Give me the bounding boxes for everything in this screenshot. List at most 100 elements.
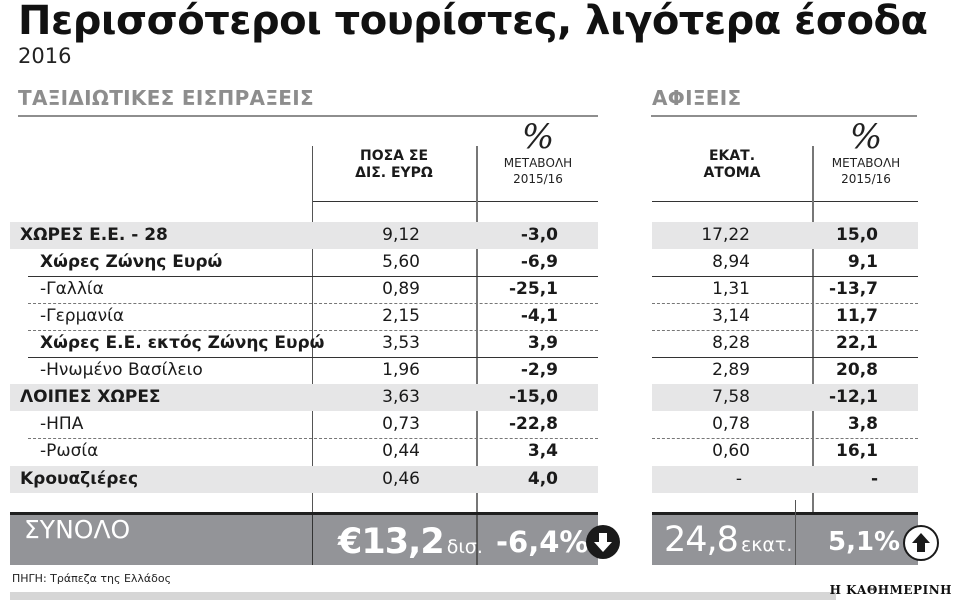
source-note: ΠΗΓΗ: Τράπεζα της Ελλάδος [12, 572, 172, 585]
arrivals-change: 15,0 [836, 225, 878, 245]
arrivals-middle-divider [812, 146, 814, 512]
receipts-change-header: % ΜΕΤΑΒΟΛΗ 2015/16 [478, 120, 598, 186]
row-label: -Ηνωμένο Βασίλειο [40, 360, 203, 380]
receipts-section-title: ΤΑΞΙΔΙΩΤΙΚΕΣ ΕΙΣΠΡΑΞΕΙΣ [18, 86, 314, 110]
arrivals-total-bar [652, 515, 918, 565]
row-shade [10, 384, 598, 411]
receipts-change-header-line1: ΜΕΤΑΒΟΛΗ [503, 156, 573, 170]
row-label: -ΗΠΑ [40, 414, 84, 434]
table-row: ΛΟΙΠΕΣ ΧΩΡΕΣ 3,63 -15,0 7,58 -12,1 [0, 384, 960, 411]
arrivals-total-change: 5,1% [828, 527, 901, 557]
receipts-value: 0,89 [382, 279, 420, 299]
receipts-change: -4,1 [520, 306, 558, 326]
receipts-total-value: €13,2 [338, 522, 445, 562]
arrivals-colhead-rule [652, 201, 918, 202]
receipts-value: 0,44 [382, 441, 420, 461]
arrivals-amount-header-line1: ΕΚΑΤ. [708, 148, 756, 164]
receipts-value: 2,15 [382, 306, 420, 326]
footer-bar [10, 592, 836, 600]
receipts-total-bar [10, 515, 598, 565]
table-row: -ΗΠΑ 0,73 -22,8 0,78 3,8 [0, 411, 960, 438]
row-separator [652, 357, 918, 358]
arrivals-change: -12,1 [829, 387, 878, 407]
arrivals-header-rule [651, 115, 917, 117]
row-label: Κρουαζιέρες [20, 469, 139, 489]
receipts-change: -22,8 [509, 414, 558, 434]
arrivals-value: - [735, 469, 742, 489]
arrivals-amount-header: ΕΚΑΤ. ΑΤΟΜΑ [652, 148, 812, 182]
row-label: -Ρωσία [40, 441, 99, 461]
arrow-down-circle-icon [586, 525, 620, 559]
total-divider [795, 500, 796, 565]
receipts-value: 5,60 [382, 252, 420, 272]
receipts-middle-divider [476, 146, 478, 512]
receipts-amount-header-line2: ΔΙΣ. ΕΥΡΩ [355, 165, 433, 181]
brand-logo: Η ΚΑΘΗΜΕΡΙΝΗ [829, 583, 952, 597]
row-shade [10, 466, 598, 493]
table-row: Κρουαζιέρες 0,46 4,0 - - [0, 466, 960, 493]
arrivals-amount-header-line2: ΑΤΟΜΑ [703, 165, 761, 181]
table-row: -Γερμανία 2,15 -4,1 3,14 11,7 [0, 303, 960, 330]
arrivals-change: 16,1 [836, 441, 878, 461]
arrivals-change: 20,8 [836, 360, 878, 380]
arrivals-total-value: 24,8 [664, 520, 739, 560]
total-top-rule [652, 512, 918, 516]
arrow-up-circle-icon [903, 525, 939, 561]
receipts-change: -3,0 [520, 225, 558, 245]
receipts-change: 4,0 [527, 469, 558, 489]
receipts-value: 0,46 [382, 469, 420, 489]
row-label: Χώρες Ζώνης Ευρώ [40, 252, 223, 272]
arrivals-value: 17,22 [701, 225, 750, 245]
receipts-change: -25,1 [509, 279, 558, 299]
total-divider [476, 515, 478, 565]
arrivals-change: 9,1 [847, 252, 878, 272]
page-title: Περισσότεροι τουρίστες, λιγότερα έσοδα [18, 0, 928, 44]
receipts-colhead-rule [312, 201, 598, 202]
row-separator [652, 276, 918, 277]
percent-symbol: % [521, 117, 555, 157]
row-shade [652, 466, 918, 493]
receipts-total: €13,2 δισ. [338, 520, 483, 569]
arrivals-total-unit: εκατ. [740, 534, 793, 556]
row-separator-dotted [652, 438, 918, 439]
receipts-amount-header: ΠΟΣΑ ΣΕ ΔΙΣ. ΕΥΡΩ [312, 148, 476, 182]
row-separator-dotted [652, 330, 918, 331]
row-label: ΧΩΡΕΣ Ε.Ε. - 28 [20, 225, 168, 245]
arrivals-value: 0,78 [712, 414, 750, 434]
row-separator [28, 276, 598, 277]
row-separator-dotted [28, 438, 598, 439]
arrivals-value: 2,89 [712, 360, 750, 380]
arrivals-value: 8,94 [712, 252, 750, 272]
receipts-total-change: -6,4% [496, 525, 589, 559]
receipts-value: 3,63 [382, 387, 420, 407]
receipts-value: 1,96 [382, 360, 420, 380]
row-label: -Γαλλία [40, 279, 104, 299]
row-separator-dotted [28, 303, 598, 304]
total-top-rule [10, 512, 598, 516]
receipts-change: -15,0 [509, 387, 558, 407]
receipts-value: 3,53 [382, 333, 420, 353]
row-separator-dotted [28, 330, 598, 331]
arrivals-change-header: % ΜΕΤΑΒΟΛΗ 2015/16 [814, 120, 918, 186]
row-shade [10, 222, 598, 249]
row-separator [28, 357, 598, 358]
arrivals-total: 24,8 εκατ. [664, 518, 792, 567]
percent-symbol: % [849, 117, 883, 157]
receipts-value: 0,73 [382, 414, 420, 434]
arrivals-change: -13,7 [829, 279, 878, 299]
receipts-header-rule [18, 115, 598, 117]
receipts-change: -6,9 [520, 252, 558, 272]
arrivals-change: - [870, 469, 878, 489]
table-row: Χώρες Ε.Ε. εκτός Ζώνης Ευρώ 3,53 3,9 8,2… [0, 330, 960, 357]
arrivals-change-header-line1: ΜΕΤΑΒΟΛΗ [831, 156, 901, 170]
arrivals-value: 1,31 [712, 279, 750, 299]
total-label: ΣΥΝΟΛΟ [24, 515, 131, 544]
row-label: -Γερμανία [40, 306, 125, 326]
row-label: Χώρες Ε.Ε. εκτός Ζώνης Ευρώ [40, 333, 325, 353]
arrivals-value: 0,60 [712, 441, 750, 461]
arrivals-value: 3,14 [712, 306, 750, 326]
row-label: ΛΟΙΠΕΣ ΧΩΡΕΣ [20, 387, 161, 407]
arrivals-change: 3,8 [847, 414, 878, 434]
receipts-change: -2,9 [520, 360, 558, 380]
arrivals-change: 11,7 [836, 306, 878, 326]
